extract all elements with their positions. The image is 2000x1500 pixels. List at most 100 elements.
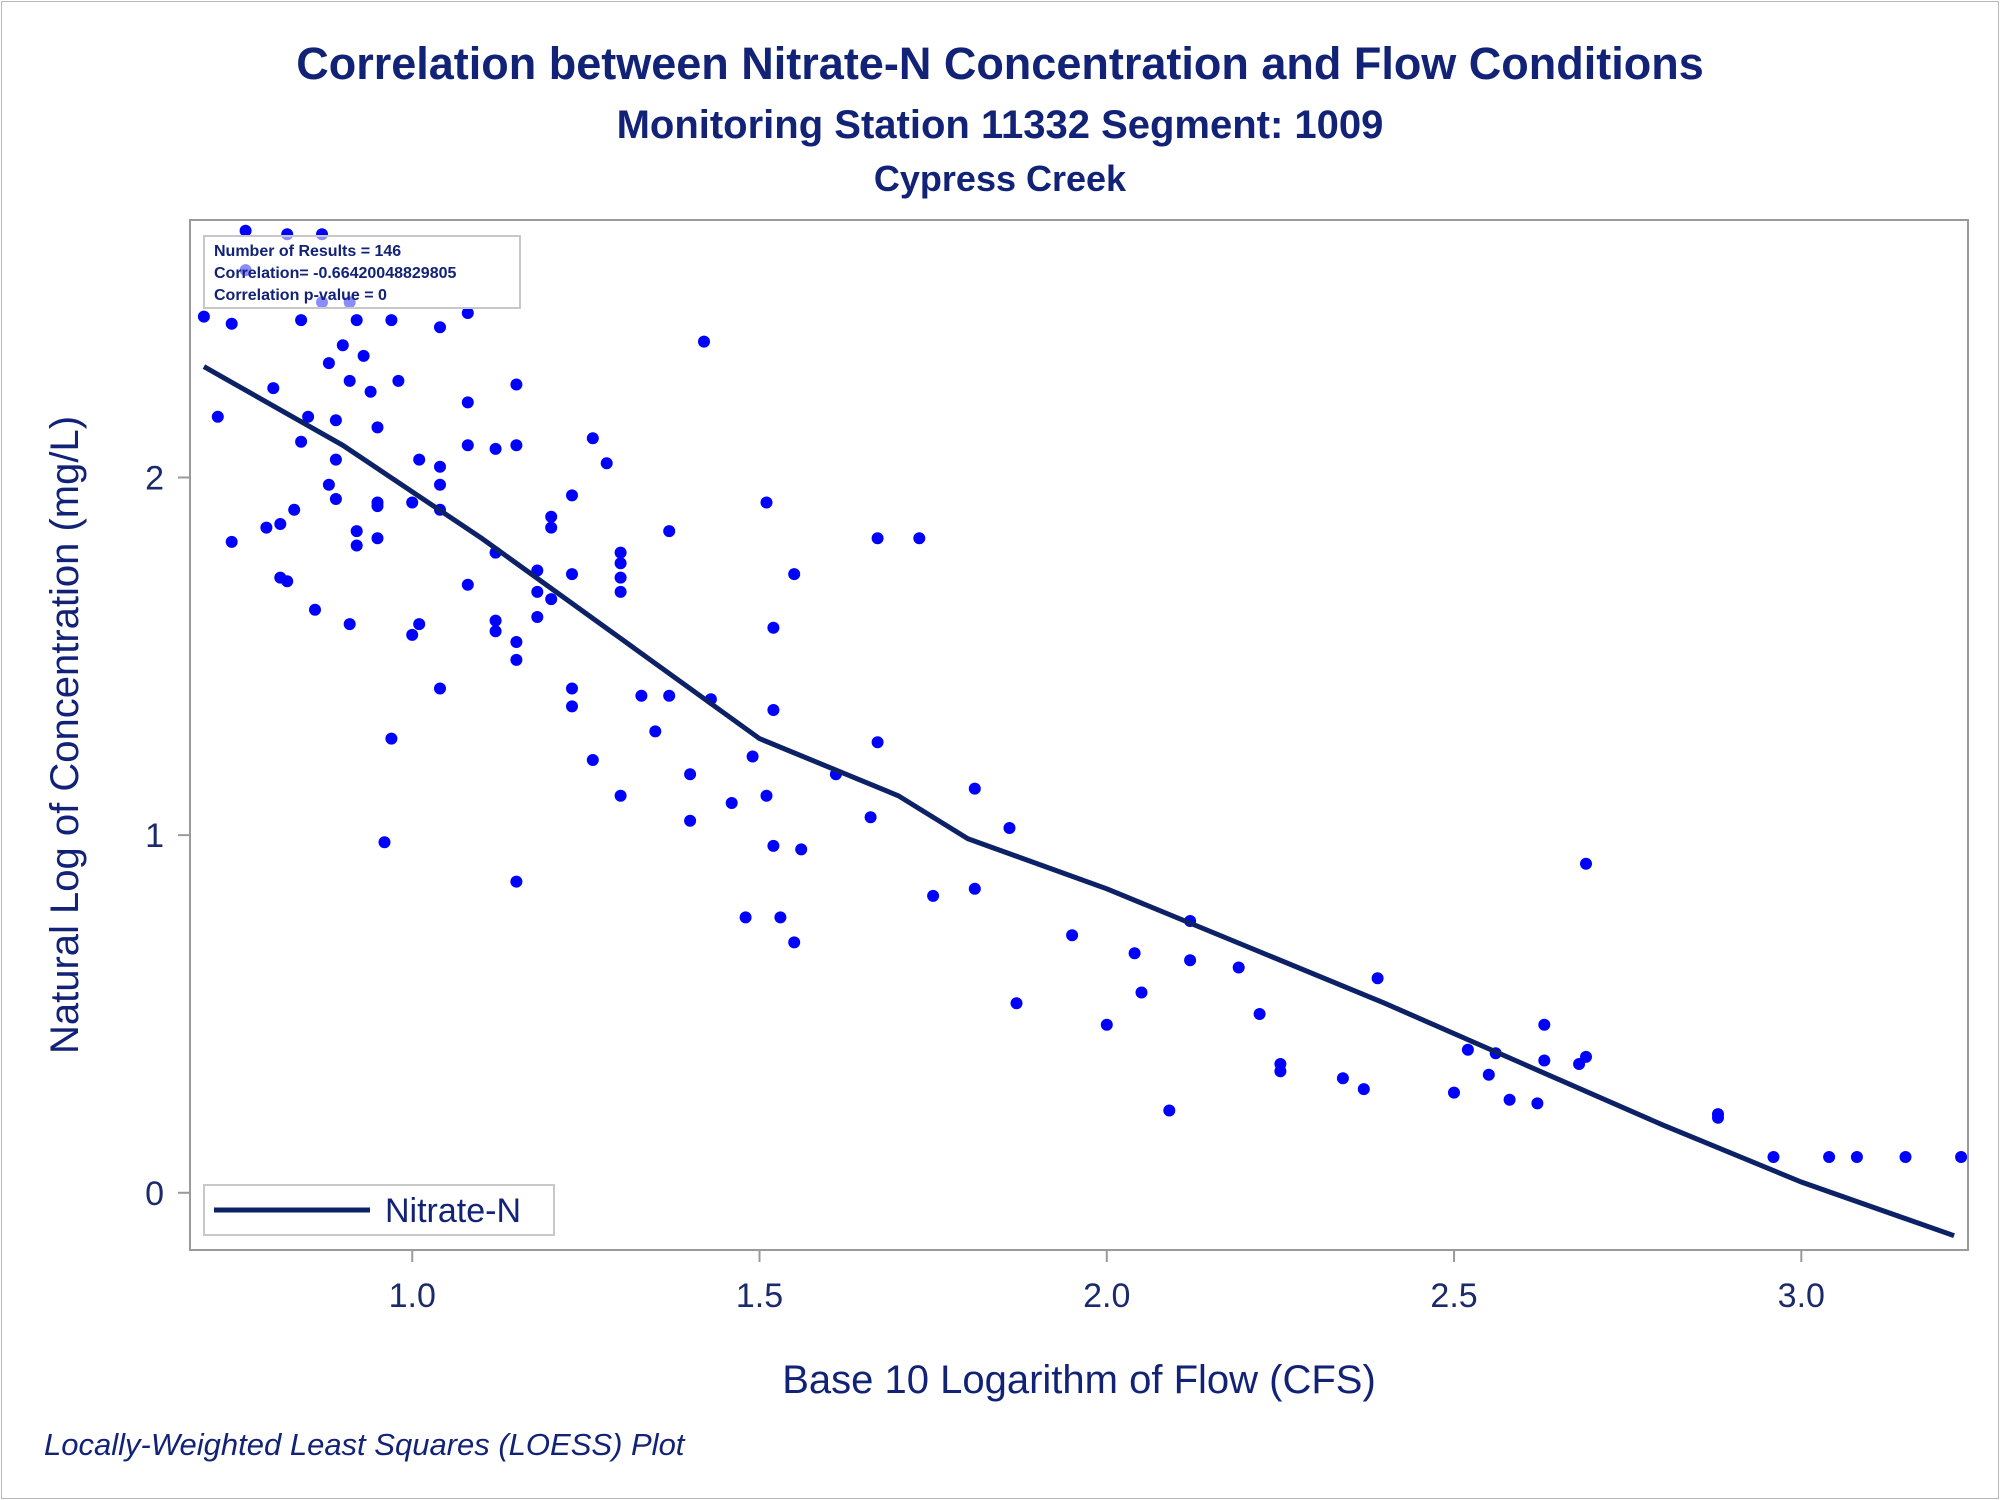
data-point — [489, 614, 502, 627]
data-point — [1184, 954, 1197, 967]
data-point — [663, 525, 676, 538]
data-point — [336, 339, 349, 352]
data-point — [329, 493, 342, 505]
data-point — [566, 700, 578, 713]
data-point — [913, 532, 926, 545]
data-point — [510, 378, 523, 391]
data-point — [531, 585, 544, 598]
data-point — [392, 374, 405, 387]
data-point — [378, 836, 391, 849]
data-point — [927, 889, 940, 902]
data-point — [871, 532, 884, 545]
legend-label: Nitrate-N — [385, 1192, 521, 1230]
data-point — [413, 618, 426, 631]
chart-subtitle: Monitoring Station 11332 Segment: 1009 — [616, 103, 1384, 147]
data-point — [566, 682, 578, 695]
data-point — [1823, 1151, 1836, 1163]
legend: Nitrate-N — [203, 1184, 555, 1236]
data-point — [385, 732, 398, 745]
data-point — [795, 843, 808, 856]
data-point — [461, 396, 474, 409]
data-point — [566, 568, 578, 581]
data-point — [1253, 1008, 1266, 1020]
chart-subtitle-2: Cypress Creek — [873, 158, 1127, 199]
data-point — [1232, 961, 1245, 974]
data-point — [614, 789, 627, 802]
data-point — [1482, 1068, 1495, 1081]
loess-fit-line — [202, 364, 1955, 1239]
data-point — [225, 535, 238, 548]
data-point — [1100, 1018, 1113, 1031]
data-point — [371, 421, 384, 434]
data-point — [1274, 1065, 1287, 1078]
data-point — [406, 496, 419, 509]
data-point — [489, 442, 502, 455]
data-point — [1128, 947, 1141, 960]
data-point — [322, 357, 335, 370]
data-point — [760, 789, 773, 802]
data-point — [489, 625, 502, 638]
data-point — [635, 689, 648, 702]
data-point — [1003, 822, 1016, 834]
data-point — [510, 439, 523, 452]
data-point — [461, 307, 474, 319]
data-point — [614, 546, 627, 559]
data-point — [1712, 1108, 1724, 1121]
data-point — [968, 782, 981, 795]
footnote: Locally-Weighted Least Squares (LOESS) P… — [44, 1427, 685, 1462]
data-point — [767, 704, 780, 716]
data-point — [788, 936, 801, 949]
data-point — [434, 460, 446, 473]
data-point — [1538, 1018, 1551, 1031]
data-point — [767, 621, 780, 634]
x-tick-label: 3.0 — [1778, 1277, 1825, 1315]
data-point — [760, 496, 773, 509]
data-point — [302, 410, 315, 423]
x-axis-label: Base 10 Logarithm of Flow (CFS) — [782, 1358, 1376, 1402]
data-point — [1538, 1054, 1551, 1067]
data-point — [1503, 1093, 1516, 1106]
data-point — [385, 314, 398, 327]
data-point — [1448, 1086, 1460, 1099]
data-point — [295, 435, 308, 448]
data-point — [586, 754, 599, 766]
data-point — [329, 453, 342, 466]
x-tick-label: 2.0 — [1083, 1277, 1130, 1315]
data-point — [267, 382, 280, 395]
data-point — [357, 349, 370, 362]
data-point — [211, 410, 224, 423]
data-point — [566, 489, 578, 502]
data-point — [545, 521, 558, 534]
data-point — [614, 557, 627, 570]
data-point — [1531, 1097, 1544, 1110]
data-point — [225, 317, 238, 330]
data-point — [1580, 1050, 1592, 1063]
data-point — [1336, 1072, 1349, 1085]
data-point — [274, 518, 287, 530]
data-point — [260, 521, 273, 534]
x-axis: 1.0 1.5 2.0 2.5 3.0 — [389, 1250, 1825, 1315]
stats-box: Number of Results = 146 Correlation= -0.… — [203, 235, 521, 309]
data-point — [788, 568, 801, 581]
y-tick-label: 1 — [145, 817, 164, 855]
data-point — [1461, 1043, 1474, 1056]
data-point — [343, 618, 356, 631]
data-point — [1955, 1151, 1968, 1163]
data-point — [434, 682, 446, 695]
data-point — [350, 525, 363, 538]
data-point — [350, 539, 363, 552]
data-point — [343, 374, 356, 387]
data-point — [510, 875, 523, 888]
data-point — [739, 911, 752, 924]
x-tick-label: 2.5 — [1430, 1277, 1477, 1315]
data-point — [364, 385, 377, 398]
data-point — [239, 224, 252, 237]
data-point — [1850, 1151, 1863, 1163]
data-point — [746, 750, 759, 763]
data-point — [725, 797, 738, 809]
data-point — [461, 439, 474, 452]
data-point — [329, 414, 342, 427]
data-point — [698, 335, 710, 348]
